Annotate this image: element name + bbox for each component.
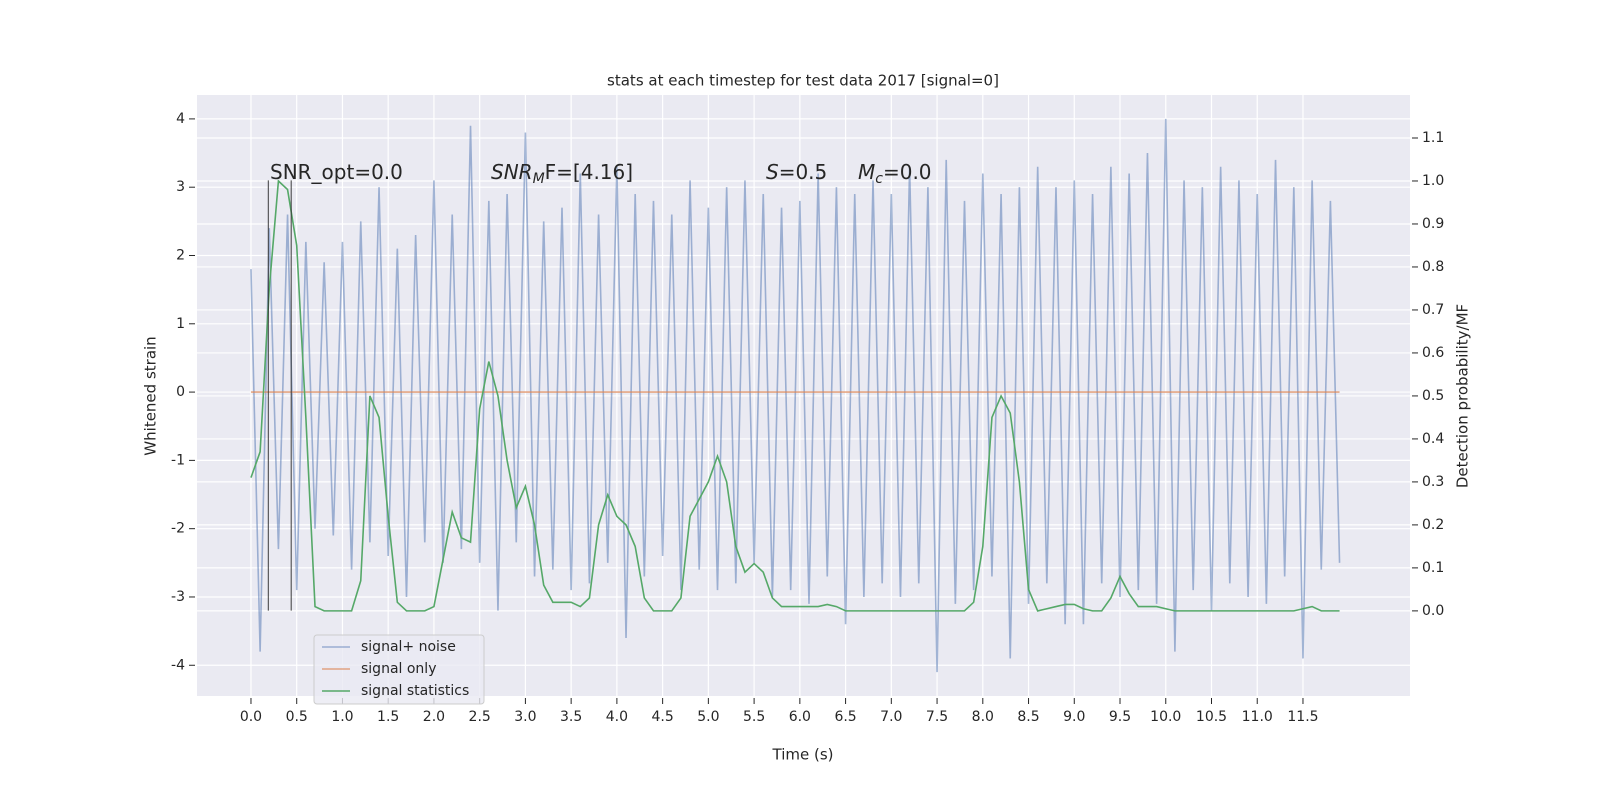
chart-title: stats at each timestep for test data 201… <box>607 72 999 90</box>
y-tick-label: 4 <box>176 111 185 127</box>
x-tick-label: 10.5 <box>1196 709 1227 725</box>
annotation-part: S <box>766 160 779 184</box>
x-tick-label: 9.5 <box>1109 709 1131 725</box>
annotation: SNRMF=[4.16] <box>491 160 633 188</box>
x-tick-label: 8.0 <box>972 709 994 725</box>
annotation-part: M <box>858 160 875 184</box>
x-tick-label: 2.5 <box>469 709 491 725</box>
y-tick-label: 1 <box>176 316 185 332</box>
x-tick-label: 8.5 <box>1017 709 1039 725</box>
y2-tick-label: 0.3 <box>1422 474 1444 490</box>
legend-label: signal only <box>361 661 436 677</box>
y-tick-label: 0 <box>176 384 185 400</box>
legend-box <box>313 634 485 705</box>
annotation-part: F=[4.16] <box>545 160 633 184</box>
series-line <box>250 179 1340 612</box>
y2-tick-label: 1.1 <box>1422 130 1444 146</box>
x-tick-label: 4.5 <box>651 709 673 725</box>
series-line <box>250 118 1341 673</box>
y2-tick-label: 0.1 <box>1422 560 1444 576</box>
x-tick-label: 7.0 <box>880 709 902 725</box>
y2-tick-label: 1.0 <box>1422 173 1444 189</box>
y2-tick-label: 0.8 <box>1422 259 1444 275</box>
x-tick-label: 2.0 <box>423 709 445 725</box>
y2-tick-label: 0.4 <box>1422 431 1444 447</box>
annotation: SNR_opt=0.0 <box>270 160 403 184</box>
x-tick-label: 7.5 <box>926 709 948 725</box>
y2-tick-label: 0.5 <box>1422 388 1444 404</box>
legend-label: signal+ noise <box>361 639 456 655</box>
x-tick-label: 0.5 <box>286 709 308 725</box>
y2-tick-label: 0.0 <box>1422 603 1444 619</box>
y-tick-label: -2 <box>171 521 185 537</box>
y-tick-label: 2 <box>176 247 185 263</box>
annotation-part: SNR_opt=0.0 <box>270 160 403 184</box>
y-tick-label: -1 <box>171 452 185 468</box>
x-tick-label: 10.0 <box>1150 709 1181 725</box>
annotation-part: M <box>533 171 545 187</box>
legend-label: signal statistics <box>361 683 469 699</box>
x-tick-label: 6.5 <box>834 709 856 725</box>
y-tick-label: 3 <box>176 179 185 195</box>
x-tick-label: 1.0 <box>331 709 353 725</box>
x-tick-label: 0.0 <box>240 709 262 725</box>
annotation-part: =0.5 <box>779 160 828 184</box>
x-tick-label: 11.0 <box>1242 709 1273 725</box>
x-tick-label: 9.0 <box>1063 709 1085 725</box>
x-tick-label: 5.0 <box>697 709 719 725</box>
x-axis-label: Time (s) <box>772 746 834 764</box>
y2-axis-label: Detection probability/MF <box>1454 304 1472 488</box>
x-tick-label: 1.5 <box>377 709 399 725</box>
y2-tick-label: 0.9 <box>1422 216 1444 232</box>
x-tick-label: 4.0 <box>606 709 628 725</box>
y-axis-label: Whitened strain <box>142 336 160 455</box>
annotation-part: SNR <box>491 160 533 184</box>
annotation: Mc=0.0 <box>858 160 932 188</box>
y2-tick-label: 0.6 <box>1422 345 1444 361</box>
x-tick-label: 5.5 <box>743 709 765 725</box>
x-tick-label: 6.0 <box>789 709 811 725</box>
y2-tick-label: 0.2 <box>1422 517 1444 533</box>
x-tick-label: 11.5 <box>1287 709 1318 725</box>
y-tick-label: -4 <box>171 657 185 673</box>
y-tick-label: -3 <box>171 589 185 605</box>
x-tick-label: 3.0 <box>514 709 536 725</box>
annotation: S=0.5 <box>766 160 827 184</box>
annotation-part: c <box>875 171 883 187</box>
annotation-part: =0.0 <box>883 160 932 184</box>
x-tick-label: 3.5 <box>560 709 582 725</box>
y2-tick-label: 0.7 <box>1422 302 1444 318</box>
